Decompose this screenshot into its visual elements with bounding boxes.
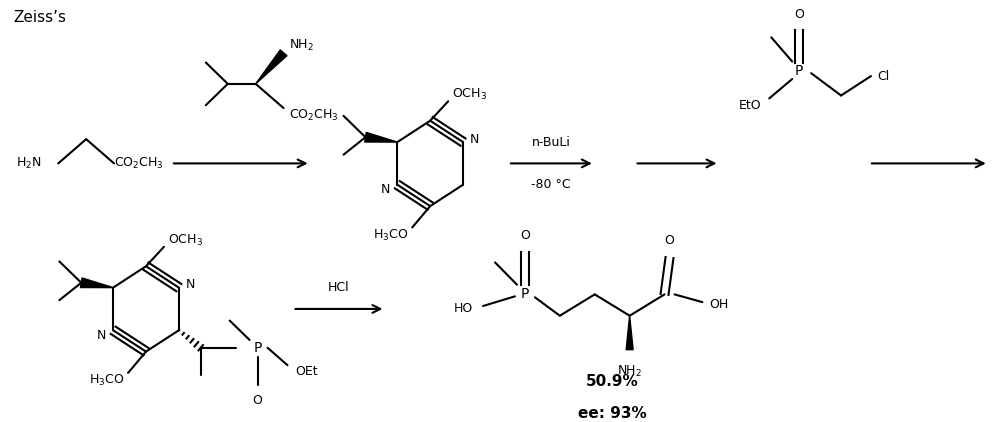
Text: P: P [521, 287, 529, 301]
Text: N: N [381, 183, 390, 196]
Text: OEt: OEt [295, 365, 318, 379]
Text: -80 °C: -80 °C [531, 178, 571, 191]
Text: OH: OH [709, 298, 729, 311]
Polygon shape [365, 133, 397, 142]
Text: O: O [520, 229, 530, 242]
Text: H$_2$N: H$_2$N [16, 156, 42, 171]
Text: O: O [794, 8, 804, 21]
Text: ee: 93%: ee: 93% [578, 406, 647, 421]
Text: Cl: Cl [877, 70, 889, 83]
Text: NH$_2$: NH$_2$ [289, 38, 314, 53]
Text: CO$_2$CH$_3$: CO$_2$CH$_3$ [289, 108, 338, 123]
Polygon shape [80, 278, 113, 287]
Polygon shape [256, 50, 287, 84]
Text: O: O [665, 234, 674, 247]
Text: EtO: EtO [739, 99, 761, 112]
Text: OCH$_3$: OCH$_3$ [168, 233, 203, 248]
Text: H$_3$CO: H$_3$CO [373, 227, 408, 243]
Text: N: N [186, 278, 195, 291]
Text: Zeiss’s: Zeiss’s [13, 11, 66, 25]
Text: CO$_2$CH$_3$: CO$_2$CH$_3$ [114, 156, 164, 171]
Text: N: N [97, 329, 106, 342]
Polygon shape [626, 316, 633, 350]
Text: OCH$_3$: OCH$_3$ [452, 87, 487, 102]
Text: O: O [253, 394, 263, 407]
Text: n-BuLi: n-BuLi [531, 135, 570, 149]
Text: P: P [253, 341, 262, 355]
Text: 50.9%: 50.9% [586, 374, 639, 389]
Text: NH$_2$: NH$_2$ [617, 364, 642, 379]
Text: HCl: HCl [328, 281, 349, 294]
Text: HO: HO [454, 303, 473, 315]
Text: N: N [470, 133, 479, 146]
Text: P: P [795, 64, 803, 78]
Text: H$_3$CO: H$_3$CO [89, 373, 124, 388]
